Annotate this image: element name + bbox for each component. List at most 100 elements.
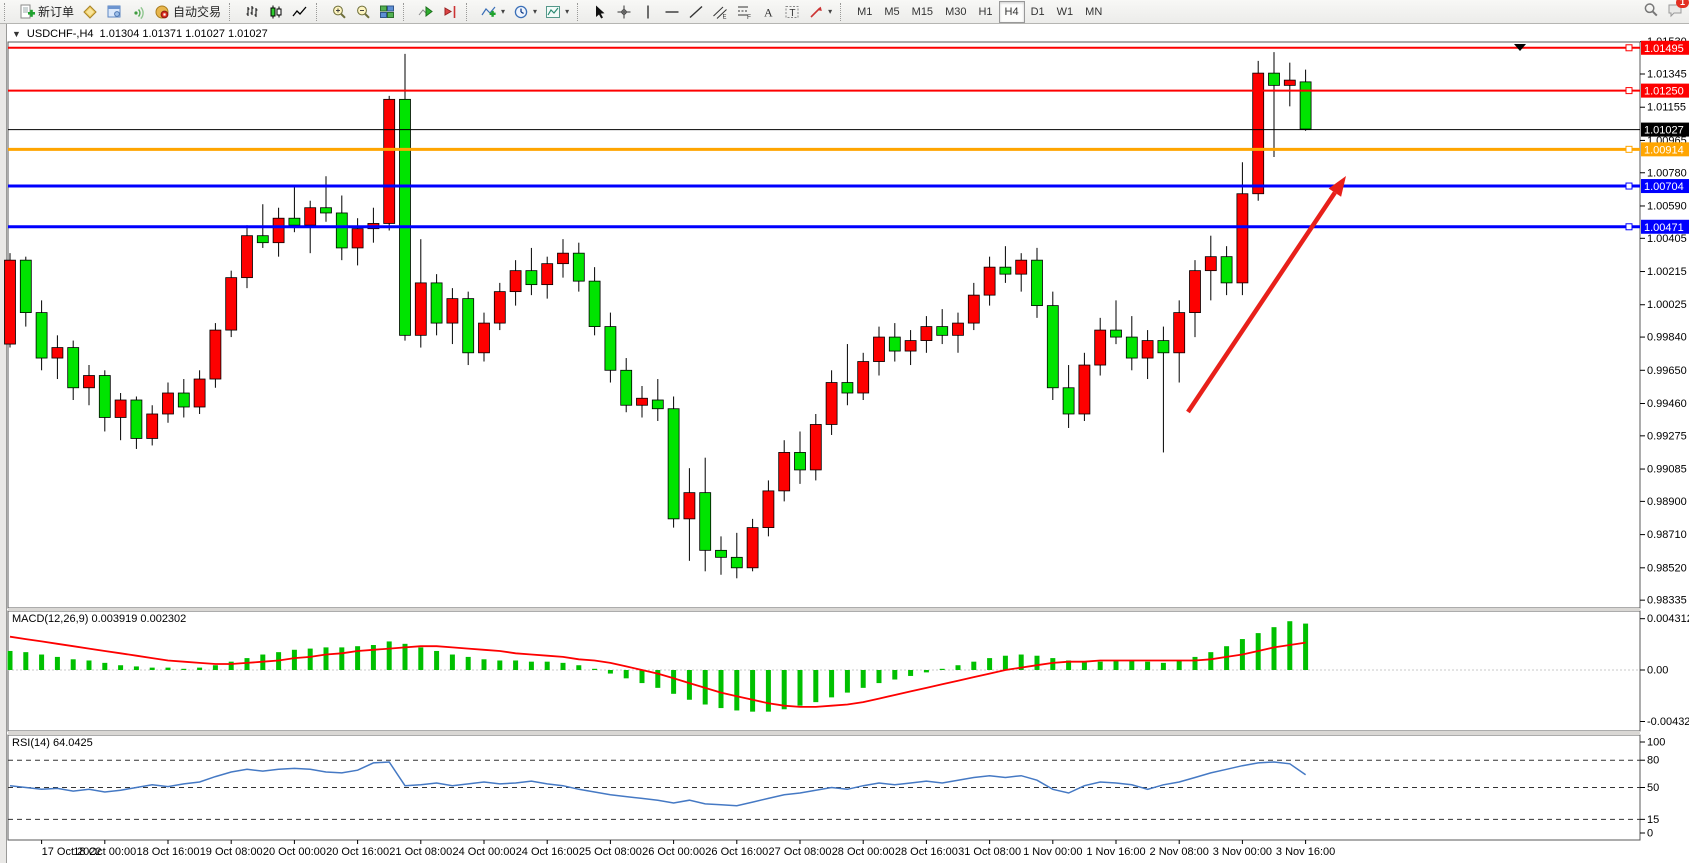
svg-text:50: 50 xyxy=(1647,782,1659,794)
rsi-indicator-label: RSI(14) 64.0425 xyxy=(12,737,93,749)
svg-text:1.00471: 1.00471 xyxy=(1644,222,1684,234)
timeframe-m1-button[interactable]: M1 xyxy=(857,5,873,18)
horizontal-lines[interactable] xyxy=(8,44,1640,231)
indicators-icon xyxy=(481,4,497,20)
new-order-button-label: 新订单 xyxy=(38,5,75,19)
dropdown-caret-icon[interactable]: ▾ xyxy=(533,7,538,16)
text-label-button[interactable]: T xyxy=(780,0,804,24)
tile-windows-button[interactable] xyxy=(375,0,399,24)
chart-shift-button[interactable] xyxy=(438,0,462,24)
new-order-button[interactable]: 新订单 xyxy=(15,0,78,24)
timeframe-h4-button[interactable]: H4 xyxy=(998,0,1025,23)
autotrading-button[interactable]: 自动交易 xyxy=(150,0,225,24)
auto-scroll-button[interactable] xyxy=(414,0,438,24)
timeframe-w1-button[interactable]: W1 xyxy=(1056,5,1074,18)
timeframe-m5-button[interactable]: M5 xyxy=(884,5,900,18)
auto-scroll-icon xyxy=(418,4,434,20)
notification-count-badge: 1 xyxy=(1675,0,1689,8)
fibonacci-button[interactable]: F xyxy=(732,0,756,24)
arrows-button[interactable]: ▾ xyxy=(804,0,836,24)
search-button[interactable] xyxy=(1643,2,1659,21)
svg-text:2 Nov 08:00: 2 Nov 08:00 xyxy=(1150,846,1209,858)
periods-button[interactable]: ▾ xyxy=(509,0,541,24)
svg-text:A: A xyxy=(764,5,773,19)
svg-text:0.98710: 0.98710 xyxy=(1647,529,1687,541)
toolbar-group: ▾ ▾ ▾ xyxy=(477,1,573,23)
trendline-button[interactable] xyxy=(684,0,708,24)
svg-text:0.99840: 0.99840 xyxy=(1647,332,1687,344)
zoom-out-icon xyxy=(355,4,371,20)
templates-button[interactable]: ▾ xyxy=(541,0,573,24)
horizontal-line-1.00471[interactable] xyxy=(8,223,1640,231)
templates-icon xyxy=(545,4,561,20)
cursor-button[interactable] xyxy=(588,0,612,24)
line-chart-button[interactable] xyxy=(288,0,312,24)
dropdown-caret-icon[interactable]: ▾ xyxy=(828,7,833,16)
svg-text:80: 80 xyxy=(1647,755,1659,767)
zoom-in-icon xyxy=(331,4,347,20)
toolbar-separator xyxy=(229,2,237,21)
svg-text:25 Oct 08:00: 25 Oct 08:00 xyxy=(579,846,642,858)
zoom-out-button[interactable] xyxy=(351,0,375,24)
data-window-button[interactable] xyxy=(102,0,126,24)
vertical-line-button[interactable] xyxy=(636,0,660,24)
horizontal-line-button[interactable] xyxy=(660,0,684,24)
chart-menu-dropdown-icon[interactable]: ▼ xyxy=(12,29,21,39)
svg-text:31 Oct 08:00: 31 Oct 08:00 xyxy=(958,846,1021,858)
svg-text:18 Oct 16:00: 18 Oct 16:00 xyxy=(137,846,200,858)
svg-text:1.00780: 1.00780 xyxy=(1647,167,1687,179)
channel-icon: E xyxy=(712,4,728,20)
svg-text:1 Nov 16:00: 1 Nov 16:00 xyxy=(1086,846,1145,858)
line-anchor[interactable] xyxy=(1625,87,1633,95)
toolbar-handle xyxy=(4,2,12,21)
dropdown-caret-icon[interactable]: ▾ xyxy=(501,7,506,16)
svg-text:24 Oct 00:00: 24 Oct 00:00 xyxy=(453,846,516,858)
indicators-button[interactable]: ▾ xyxy=(477,0,509,24)
line-chart-icon xyxy=(292,4,308,20)
toolbar-group: E F A T ▾ xyxy=(588,1,836,23)
svg-text:-0.004328: -0.004328 xyxy=(1647,716,1689,728)
horizontal-line-1.00704[interactable] xyxy=(8,182,1640,190)
price-badges: 1.01495 1.01250 1.00914 1.00704 1.00471 1.010… xyxy=(1641,40,1689,234)
timeframe-h1-button[interactable]: H1 xyxy=(978,5,993,18)
line-anchor[interactable] xyxy=(1625,223,1633,231)
signals-button[interactable] xyxy=(126,0,150,24)
svg-text:100: 100 xyxy=(1647,737,1665,749)
new-order-icon xyxy=(19,4,35,20)
dropdown-caret-icon[interactable]: ▾ xyxy=(565,7,570,16)
svg-text:24 Oct 16:00: 24 Oct 16:00 xyxy=(516,846,579,858)
line-anchor[interactable] xyxy=(1625,182,1633,190)
channel-button[interactable]: E xyxy=(708,0,732,24)
timeframe-mn-button[interactable]: MN xyxy=(1085,5,1103,18)
toolbar-separator xyxy=(466,2,474,21)
macd-axis: 0.004312 0.00 -0.004328 xyxy=(1640,613,1689,728)
chart-window: 1.015301.013451.011551.009651.007801.005… xyxy=(0,23,1689,863)
tile-windows-icon xyxy=(379,4,395,20)
line-anchor[interactable] xyxy=(1625,145,1633,153)
zoom-in-button[interactable] xyxy=(327,0,351,24)
candlestick-chart-button[interactable] xyxy=(264,0,288,24)
timeframe-m15-button[interactable]: M15 xyxy=(911,5,934,18)
toolbar-group xyxy=(414,1,462,23)
horizontal-line-1.01495[interactable] xyxy=(8,44,1640,52)
bar-chart-button[interactable] xyxy=(240,0,264,24)
horizontal-line-1.01250[interactable] xyxy=(8,87,1640,95)
notifications-button[interactable]: 1 xyxy=(1667,0,1689,21)
timeframe-m30-button[interactable]: M30 xyxy=(945,5,967,18)
chart-shift-marker[interactable] xyxy=(1514,44,1526,51)
svg-text:17 Oct 2022: 17 Oct 2022 xyxy=(42,846,102,858)
svg-text:1 Nov 00:00: 1 Nov 00:00 xyxy=(1023,846,1082,858)
crosshair-button[interactable] xyxy=(612,0,636,24)
svg-text:1.01027: 1.01027 xyxy=(1644,125,1684,137)
vertical-line-icon xyxy=(640,4,656,20)
data-window-icon xyxy=(106,4,122,20)
candlestick-chart-icon xyxy=(268,4,284,20)
trend-arrow[interactable] xyxy=(1186,176,1346,414)
horizontal-line-1.00914[interactable] xyxy=(8,145,1640,153)
text-button[interactable]: A xyxy=(756,0,780,24)
toolbar-separator xyxy=(403,2,411,21)
profiles-button[interactable] xyxy=(78,0,102,24)
line-anchor[interactable] xyxy=(1625,44,1633,52)
timeframe-d1-button[interactable]: D1 xyxy=(1030,5,1045,18)
